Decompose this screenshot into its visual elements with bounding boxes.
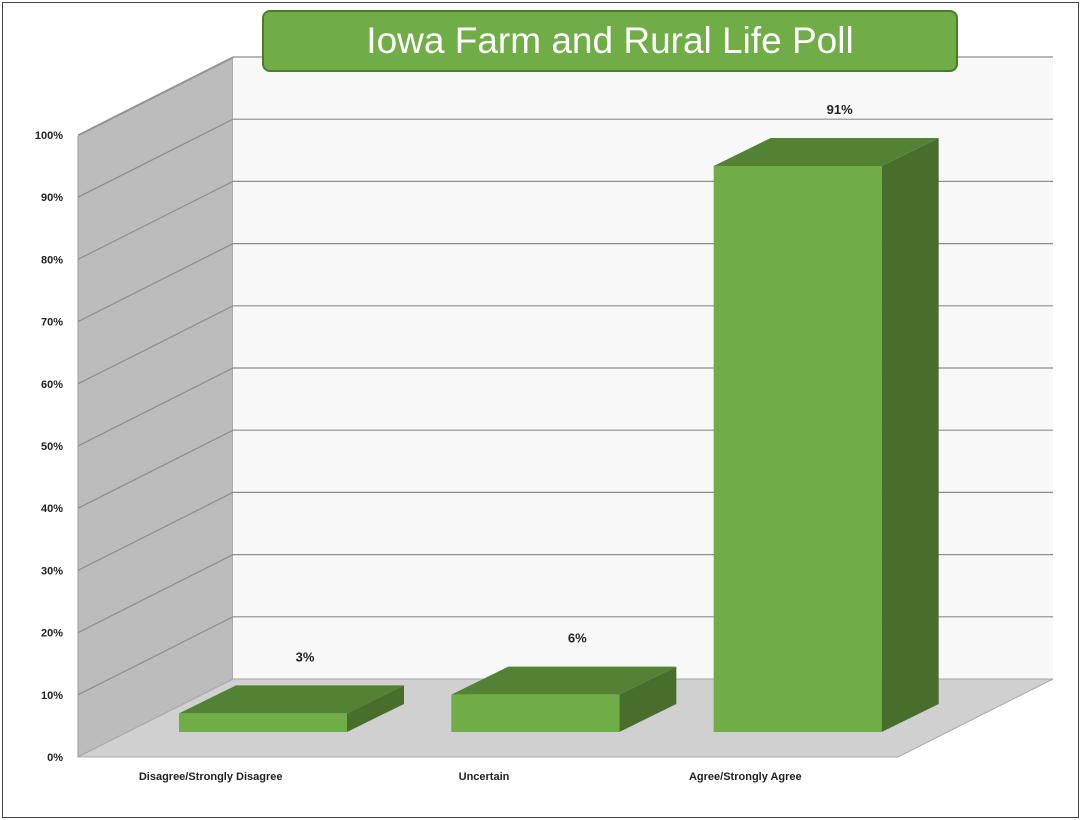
y-tick-label: 10% xyxy=(41,690,63,702)
y-tick-label: 50% xyxy=(41,441,63,453)
bar-side xyxy=(347,685,404,732)
bar-top xyxy=(179,685,404,714)
bar-top xyxy=(713,137,939,166)
y-tick-label: 0% xyxy=(47,752,63,764)
y-tick-label: 60% xyxy=(41,379,63,391)
bar-side xyxy=(881,137,939,733)
y-tick-label: 80% xyxy=(41,254,63,266)
y-tick-label: 70% xyxy=(41,317,63,329)
data-label: 6% xyxy=(568,631,587,646)
x-tick-label: Disagree/Strongly Disagree xyxy=(139,771,283,783)
chart-title: Iowa Farm and Rural Life Poll xyxy=(366,20,854,61)
y-tick-label: 30% xyxy=(41,565,63,577)
data-label: 3% xyxy=(296,649,315,664)
bar xyxy=(179,713,347,732)
y-tick-label: 100% xyxy=(35,130,63,142)
bar-top xyxy=(451,666,677,695)
x-tick-label: Agree/Strongly Agree xyxy=(689,771,802,783)
bar-side xyxy=(619,666,677,732)
bar xyxy=(451,694,620,732)
data-label: 91% xyxy=(827,102,853,117)
x-tick-label: Uncertain xyxy=(459,771,510,783)
bar xyxy=(713,165,882,733)
y-tick-label: 40% xyxy=(41,503,63,515)
chart-title-box: Iowa Farm and Rural Life Poll xyxy=(262,10,958,72)
y-tick-label: 90% xyxy=(41,192,63,204)
y-tick-label: 20% xyxy=(41,628,63,640)
gridline xyxy=(77,118,1053,198)
